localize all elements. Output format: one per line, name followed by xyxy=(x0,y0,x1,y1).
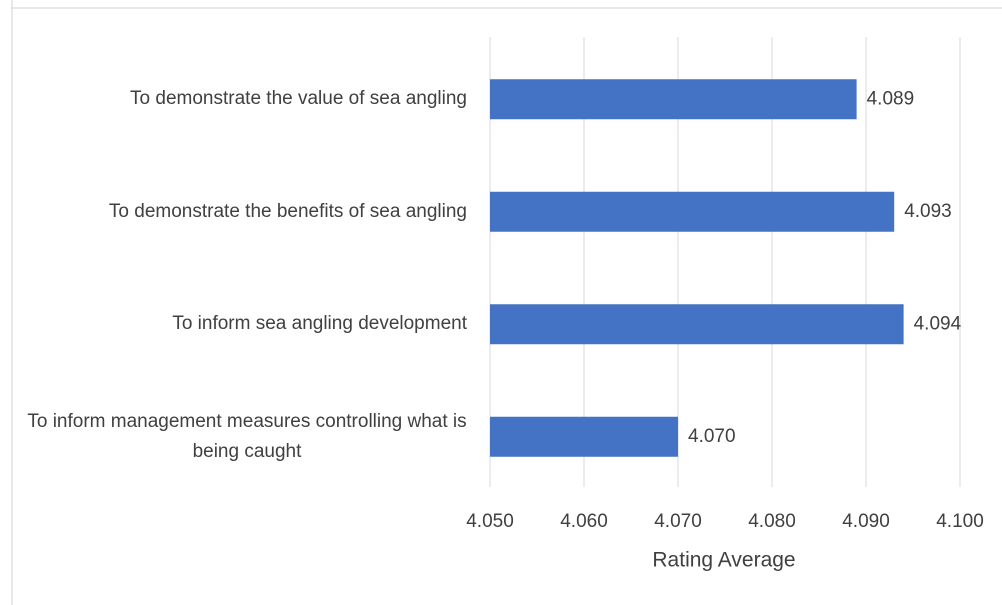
y-tick-label: To inform management measures controllin… xyxy=(27,410,467,462)
data-label: 4.093 xyxy=(904,201,952,222)
x-tick-label: 4.080 xyxy=(748,511,796,532)
data-label: 4.070 xyxy=(688,426,736,447)
y-tick-label: To demonstrate the value of sea angling xyxy=(130,88,467,110)
x-tick-label: 4.090 xyxy=(842,511,890,532)
data-label: 4.089 xyxy=(867,88,915,109)
y-tick-label: To inform sea angling development xyxy=(172,313,467,335)
x-axis-title: Rating Average xyxy=(652,549,795,572)
x-tick-label: 4.070 xyxy=(654,511,702,532)
bar xyxy=(490,416,678,457)
x-tick-label: 4.050 xyxy=(466,511,514,532)
bar xyxy=(490,191,895,232)
bar xyxy=(490,79,857,120)
x-tick-label: 4.100 xyxy=(936,511,984,532)
x-tick-label: 4.060 xyxy=(560,511,608,532)
bar xyxy=(490,304,904,345)
y-tick-label: To demonstrate the benefits of sea angli… xyxy=(108,200,467,222)
data-label: 4.094 xyxy=(914,313,962,334)
